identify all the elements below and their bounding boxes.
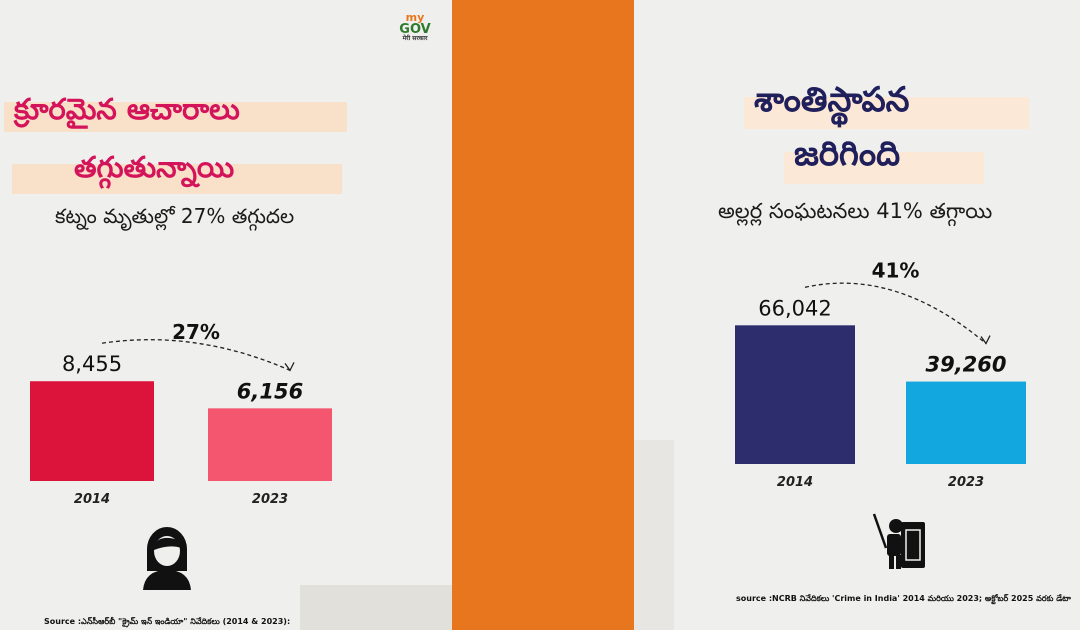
woman-avatar-icon [143,527,191,590]
change-arrow-head [284,362,295,372]
right-bar-chart: 66,042 2014 39,260 2023 41% [735,258,1026,490]
change-percent-label: 27% [172,320,220,344]
right-title-line1: శాంతిస్థాపన [754,80,910,120]
bar-2014 [30,381,154,481]
value-label-2014: 66,042 [758,296,831,320]
category-label-2023: 2023 [948,475,984,490]
value-label-2014: 8,455 [62,352,122,376]
left-title-line1: క్రూరమైన ఆచారాలు [14,92,240,126]
title-highlight [784,152,984,184]
title-highlight [744,97,1029,129]
left-bar-chart: 8,455 2014 6,156 2023 27% [30,320,332,507]
right-infographic-panel: శాంతిస్థాపన జరిగింది అల్లర్ల సంఘటనలు 41%… [634,0,1080,630]
logo-line2: GOV [399,22,431,37]
change-arrow-head [980,335,991,345]
bar-2023 [906,381,1026,464]
mygov-logo: my GOV मेरी सरकार [390,12,440,42]
right-source-note: source :NCRB నివేదికలు 'Crime in India' … [736,594,1071,603]
left-infographic-panel: క్రూరమైన ఆచారాలు తగ్గుతున్నాయి కట్నం మృత… [0,0,452,630]
left-title-line2: తగ్గుతున్నాయి [74,150,235,184]
category-label-2014: 2014 [777,475,813,490]
change-percent-label: 41% [872,258,920,282]
bar-2014 [735,325,855,464]
value-label-2023: 39,260 [925,353,1006,377]
riot-police-shield-icon [872,513,925,569]
value-label-2023: 6,156 [237,379,303,403]
right-title-line2: జరిగింది [794,134,901,174]
bar-2023 [208,408,332,481]
newspaper-texture [634,440,674,630]
category-label-2014: 2014 [74,492,110,507]
change-arrow [804,282,987,345]
change-arrow [101,339,291,371]
left-subtitle: కట్నం మృతుల్లో 27% తగ్గుదల [55,204,295,228]
logo-line1: my [405,11,425,24]
newspaper-texture [300,585,452,630]
orange-divider [452,0,634,630]
logo-line3: मेरी सरकार [402,35,428,42]
category-label-2023: 2023 [252,492,288,507]
title-highlight [4,102,347,132]
right-subtitle: అల్లర్ల సంఘటనలు 41% తగ్గాయి [718,199,993,223]
left-source-note: Source :ఎన్‌సీఆర్‌బీ "క్రైమ్ ఇన్ ఇండియా"… [44,617,291,626]
title-highlight [12,164,342,194]
